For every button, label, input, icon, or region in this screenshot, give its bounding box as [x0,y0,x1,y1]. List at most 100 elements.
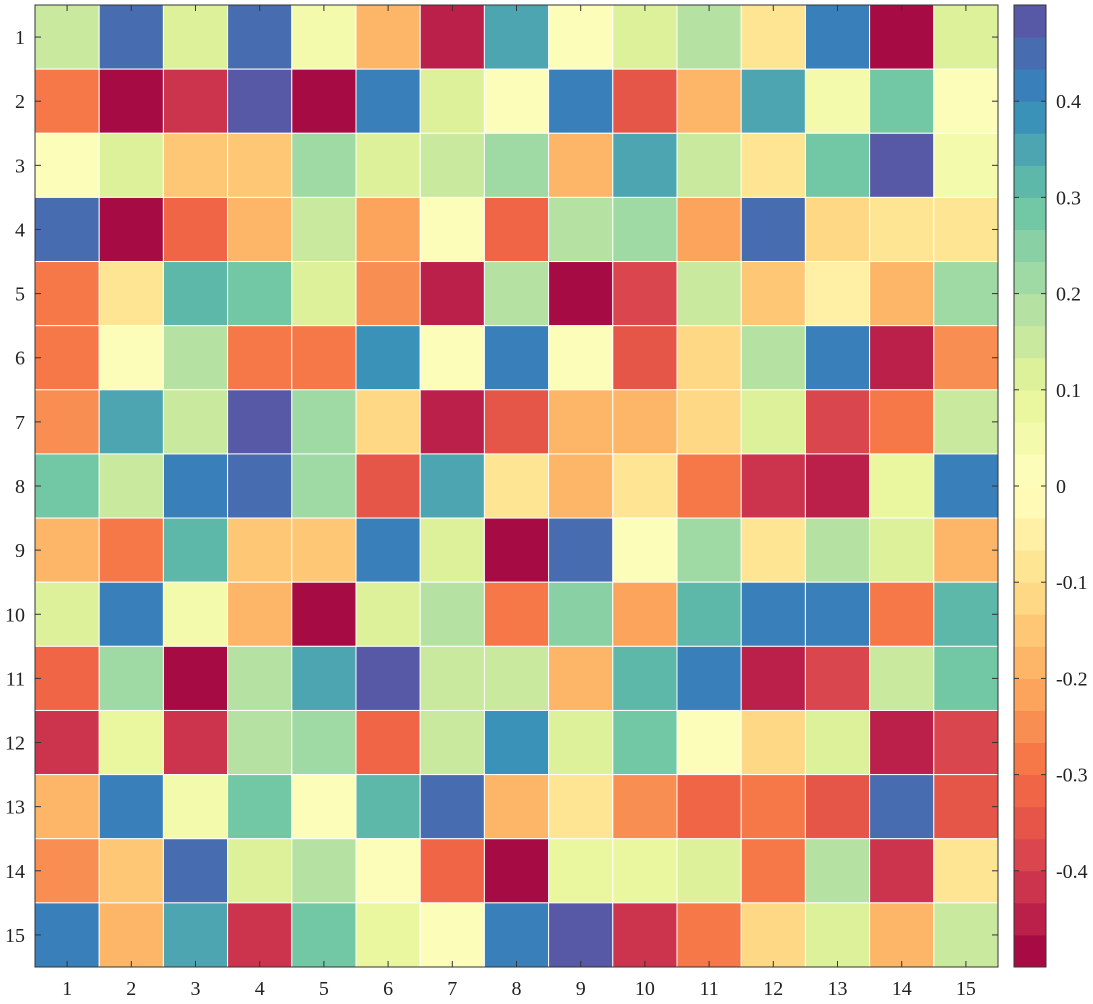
heatmap-cell [933,132,999,198]
heatmap-cell [933,581,999,647]
heatmap-cell [869,517,935,583]
heatmap-cell [227,4,293,70]
heatmap-cell [804,261,871,327]
heatmap-cell [98,517,164,583]
heatmap-cell [933,261,999,327]
heatmap-cell [162,645,229,711]
heatmap-cell [548,838,614,904]
heatmap-cell [355,645,421,711]
colorbar-band [1014,710,1046,744]
heatmap-cell [548,902,614,968]
heatmap-cell [291,196,357,263]
heatmap-cell [355,389,421,455]
heatmap-cell [676,389,742,455]
heatmap-cell [676,709,742,776]
heatmap-cell [34,709,100,776]
heatmap-cell [291,838,357,904]
heatmap-cell [419,645,485,711]
heatmap-cell [740,902,806,968]
heatmap-cell [869,581,935,647]
colorbar-tick-label: 0 [1056,476,1066,498]
heatmap-cell [483,517,550,583]
heatmap-cell [483,453,550,519]
heatmap-cell [804,68,871,134]
heatmap-cell [291,645,357,711]
heatmap-cell [548,132,614,198]
heatmap-cell [98,453,164,519]
heatmap-cell [740,517,806,583]
heatmap-cell [804,774,871,840]
y-tick-label: 9 [15,540,25,562]
colorbar-band [1014,838,1046,872]
x-axis: 1 2 3 4 5 6 7 8 9 10 11 12 13 14 15 [62,5,976,1000]
heatmap-cell [483,325,550,391]
colorbar-band [1014,261,1046,295]
heatmap-cell [227,325,293,391]
heatmap-cell [34,325,100,391]
heatmap-cell [291,261,357,327]
heatmap-cell [676,196,742,263]
colorbar-band [1014,421,1046,455]
heatmap-cell [740,4,806,70]
x-tick-label: 6 [383,978,393,1000]
heatmap-cell [227,774,293,840]
colorbar-tick-label: -0.2 [1056,668,1088,690]
heatmap-cell [548,196,614,263]
heatmap-cell [162,132,229,198]
heatmap-cell [804,4,871,70]
heatmap-cell [612,645,678,711]
heatmap-cell [483,261,550,327]
heatmap-cell [419,774,485,840]
heatmap-cell [98,389,164,455]
y-tick-label: 4 [15,219,25,241]
heatmap-cell [419,325,485,391]
heatmap-cell [34,453,100,519]
heatmap-cell [804,902,871,968]
heatmap-cell [419,709,485,776]
heatmap-cell [612,325,678,391]
colorbar-band [1014,806,1046,840]
heatmap-cell [483,68,550,134]
heatmap-cell [34,902,100,968]
heatmap-cell [869,774,935,840]
heatmap-cell [355,581,421,647]
heatmap-cell [612,581,678,647]
heatmap-cell [162,325,229,391]
heatmap-cell [227,196,293,263]
heatmap-cell [162,709,229,776]
heatmap-cell [291,389,357,455]
heatmap-cell [933,453,999,519]
colorbar-band [1014,486,1046,519]
colorbar-band [1014,582,1046,615]
heatmap-cell [98,774,164,840]
heatmap-cell [740,645,806,711]
heatmap-cell [483,902,550,968]
heatmap-cell [34,4,100,70]
heatmap-cell [612,4,678,70]
heatmap-cell [676,261,742,327]
colorbar-band [1014,902,1046,936]
heatmap-cell [227,453,293,519]
heatmap-cell [355,325,421,391]
heatmap-cell [291,774,357,840]
x-tick-label: 4 [255,978,265,1000]
y-tick-label: 12 [5,733,25,755]
heatmap-cell [355,261,421,327]
colorbar: 0.4 0.3 0.2 0.1 0 -0.1 -0.2 -0.3 -0.4 [1013,4,1088,968]
heatmap-cell [804,453,871,519]
colorbar-band [1014,293,1046,327]
heatmap-cell [612,132,678,198]
heatmap-cell [162,4,229,70]
x-tick-label: 2 [126,978,136,1000]
heatmap-cell [676,517,742,583]
heatmap-cell [355,453,421,519]
heatmap-cell [355,709,421,776]
colorbar-tick-label: 0.4 [1056,91,1081,113]
heatmap-cell [291,68,357,134]
heatmap-cell [355,838,421,904]
heatmap-cell [419,68,485,134]
colorbar-band [1014,518,1046,551]
heatmap-cell [869,68,935,134]
heatmap-cell [676,902,742,968]
colorbar-band [1014,101,1046,134]
